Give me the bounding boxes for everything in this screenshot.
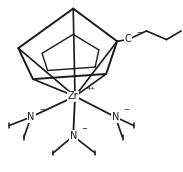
Text: N: N xyxy=(70,131,77,141)
Text: −: − xyxy=(39,108,45,113)
Text: Zr: Zr xyxy=(68,91,79,101)
Text: C: C xyxy=(125,34,131,44)
Text: N: N xyxy=(112,112,119,122)
Text: N: N xyxy=(27,112,35,122)
Text: −: − xyxy=(136,30,142,36)
Text: −: − xyxy=(81,126,87,132)
Text: −: − xyxy=(124,108,129,113)
Text: 4+: 4+ xyxy=(87,86,96,91)
